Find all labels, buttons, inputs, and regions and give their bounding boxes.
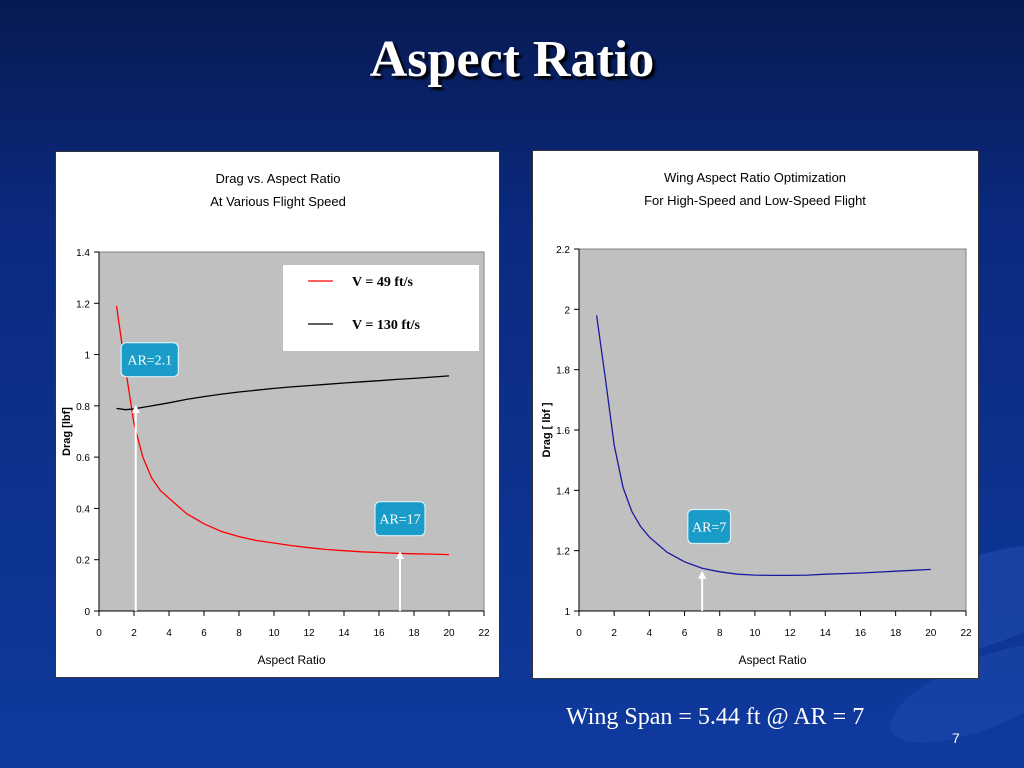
left-chart-title-line-2: At Various Flight Speed xyxy=(210,194,346,209)
right-chart-y-axis-label: Drag [ lbf ] xyxy=(541,402,553,457)
right-chart-x-tick-label: 4 xyxy=(647,628,653,639)
left-chart-x-tick-label: 10 xyxy=(268,628,280,639)
left-chart-annotation-box-1 xyxy=(120,342,179,378)
chart-left-svg: Drag vs. Aspect Ratio At Various Flight S… xyxy=(61,171,490,667)
right-chart-annotation-label-1: AR=7 xyxy=(692,521,726,536)
left-chart-legend-box xyxy=(283,265,479,351)
left-chart-series-line-1 xyxy=(115,305,450,556)
right-chart-x-axis-label: Aspect Ratio xyxy=(738,653,806,667)
left-chart-x-tick-label: 0 xyxy=(96,628,102,639)
left-chart-y-tick-label: 0.4 xyxy=(76,504,90,515)
right-chart-title-line-2: For High-Speed and Low-Speed Flight xyxy=(644,193,866,208)
chart-drag-vs-aspect-ratio: Drag vs. Aspect Ratio At Various Flight S… xyxy=(55,151,500,678)
right-chart-y-tick-label: 1.6 xyxy=(556,426,570,437)
right-chart-y-tick-label: 1 xyxy=(564,607,570,618)
slide-title: Aspect Ratio xyxy=(369,31,655,88)
left-chart-title-line-1: Drag vs. Aspect Ratio xyxy=(216,171,341,186)
chart-right-svg: Wing Aspect Ratio Optimization For High-S… xyxy=(541,170,972,667)
right-chart-plot-area xyxy=(578,248,967,612)
right-chart-y-tick-label: 1.4 xyxy=(556,486,570,497)
left-chart-y-axis-label: Drag [lbf] xyxy=(61,407,73,456)
right-chart-x-tick-label: 2 xyxy=(611,628,617,639)
left-chart-y-tick-label: 0.6 xyxy=(76,453,90,464)
right-chart-y-tick-label: 2 xyxy=(564,305,570,316)
left-chart-y-tick-label: 0.8 xyxy=(76,402,90,413)
right-chart-series-line-1 xyxy=(595,315,931,577)
wing-span-note: Wing Span = 5.44 ft @ AR = 7 xyxy=(566,704,865,730)
left-chart-x-tick-label: 2 xyxy=(131,628,137,639)
left-chart-x-tick-label: 18 xyxy=(408,628,420,639)
right-chart-x-tick-label: 6 xyxy=(682,628,688,639)
chart-aspect-ratio-optimization: Wing Aspect Ratio Optimization For High-S… xyxy=(532,150,979,679)
right-chart-x-tick-label: 16 xyxy=(855,628,867,639)
left-chart-legend-label-1: V = 49 ft/s xyxy=(352,275,414,290)
left-chart-x-tick-label: 8 xyxy=(236,628,242,639)
right-chart-annotation-arrowhead-1 xyxy=(698,570,707,579)
left-chart-y-tick-label: 1.2 xyxy=(76,299,90,310)
left-chart-x-tick-label: 16 xyxy=(373,628,385,639)
left-chart-y-tick-label: 1 xyxy=(84,351,90,362)
left-chart-x-tick-label: 14 xyxy=(338,628,350,639)
right-chart-x-tick-label: 8 xyxy=(717,628,723,639)
left-chart-x-axis-label: Aspect Ratio xyxy=(257,653,325,667)
left-chart-annotation-arrowhead-1 xyxy=(131,404,140,413)
page-number: 7 xyxy=(952,730,960,746)
right-chart-annotation-box-1 xyxy=(687,508,732,545)
left-chart-annotation-box-2 xyxy=(374,501,426,537)
right-chart-x-tick-label: 14 xyxy=(820,628,832,639)
left-chart-annotation-arrowhead-2 xyxy=(396,551,404,560)
left-chart-annotation-label-1: AR=2.1 xyxy=(127,354,172,369)
right-chart-title-line-1: Wing Aspect Ratio Optimization xyxy=(664,170,846,185)
left-chart-y-tick-label: 1.4 xyxy=(76,248,90,259)
left-chart-series-line-2 xyxy=(116,375,450,411)
right-chart-y-tick-label: 2.2 xyxy=(556,245,570,256)
left-chart-y-tick-label: 0.2 xyxy=(76,556,90,567)
left-chart-annotation-label-2: AR=17 xyxy=(379,513,420,528)
left-chart-x-tick-label: 4 xyxy=(166,628,172,639)
left-chart-y-tick-label: 0 xyxy=(84,607,90,618)
right-chart-y-tick-label: 1.8 xyxy=(556,366,570,377)
right-chart-x-tick-label: 20 xyxy=(925,628,937,639)
right-chart-x-tick-label: 0 xyxy=(576,628,582,639)
left-chart-x-tick-label: 20 xyxy=(443,628,455,639)
left-chart-x-tick-label: 22 xyxy=(478,628,490,639)
left-chart-x-tick-label: 12 xyxy=(303,628,315,639)
right-chart-y-tick-label: 1.2 xyxy=(556,547,570,558)
right-chart-x-tick-label: 12 xyxy=(785,628,797,639)
left-chart-x-tick-label: 6 xyxy=(201,628,207,639)
right-chart-x-tick-label: 22 xyxy=(960,628,972,639)
left-chart-legend-label-2: V = 130 ft/s xyxy=(352,318,421,333)
right-chart-x-tick-label: 18 xyxy=(890,628,902,639)
right-chart-x-tick-label: 10 xyxy=(749,628,761,639)
